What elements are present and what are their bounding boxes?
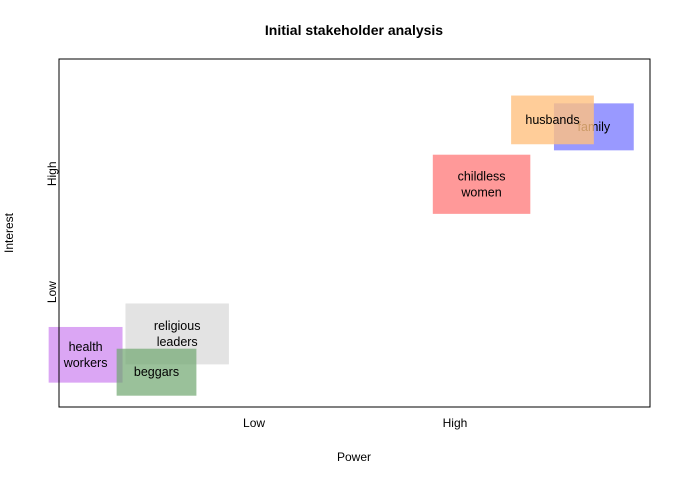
- x-tick-label: High: [443, 416, 468, 430]
- stakeholder-health-workers: health workers: [48, 326, 123, 383]
- plot-frame: [58, 58, 651, 408]
- stakeholder-beggars: beggars: [116, 348, 197, 396]
- stakeholder-childless-women: childless women: [432, 154, 531, 214]
- x-axis-label: Power: [337, 450, 371, 464]
- stakeholder-boxes: religious leaders health workers beggars chil…: [48, 95, 634, 396]
- chart-title: Initial stakeholder analysis: [265, 22, 443, 38]
- x-tick-label: Low: [243, 416, 265, 430]
- y-tick-labels: Low High: [45, 161, 59, 303]
- y-tick-label: High: [45, 161, 59, 186]
- stakeholder-label: childless: [458, 169, 506, 183]
- stakeholder-box: [116, 348, 197, 396]
- y-tick-label: Low: [45, 281, 59, 303]
- stakeholder-box: [511, 95, 594, 145]
- stakeholder-label: beggars: [134, 365, 179, 379]
- stakeholder-husbands: husbands: [511, 95, 594, 145]
- stakeholder-label: health: [69, 340, 103, 354]
- y-axis-label: Interest: [2, 212, 16, 253]
- stakeholder-label: leaders: [157, 335, 198, 349]
- x-tick-labels: Low High: [243, 416, 467, 430]
- stakeholder-label: religious: [154, 319, 201, 333]
- stakeholder-label: husbands: [525, 113, 579, 127]
- stakeholder-label: women: [460, 185, 501, 199]
- stakeholder-box: [48, 326, 123, 383]
- stakeholder-box: [432, 154, 531, 214]
- stakeholder-label: workers: [63, 356, 108, 370]
